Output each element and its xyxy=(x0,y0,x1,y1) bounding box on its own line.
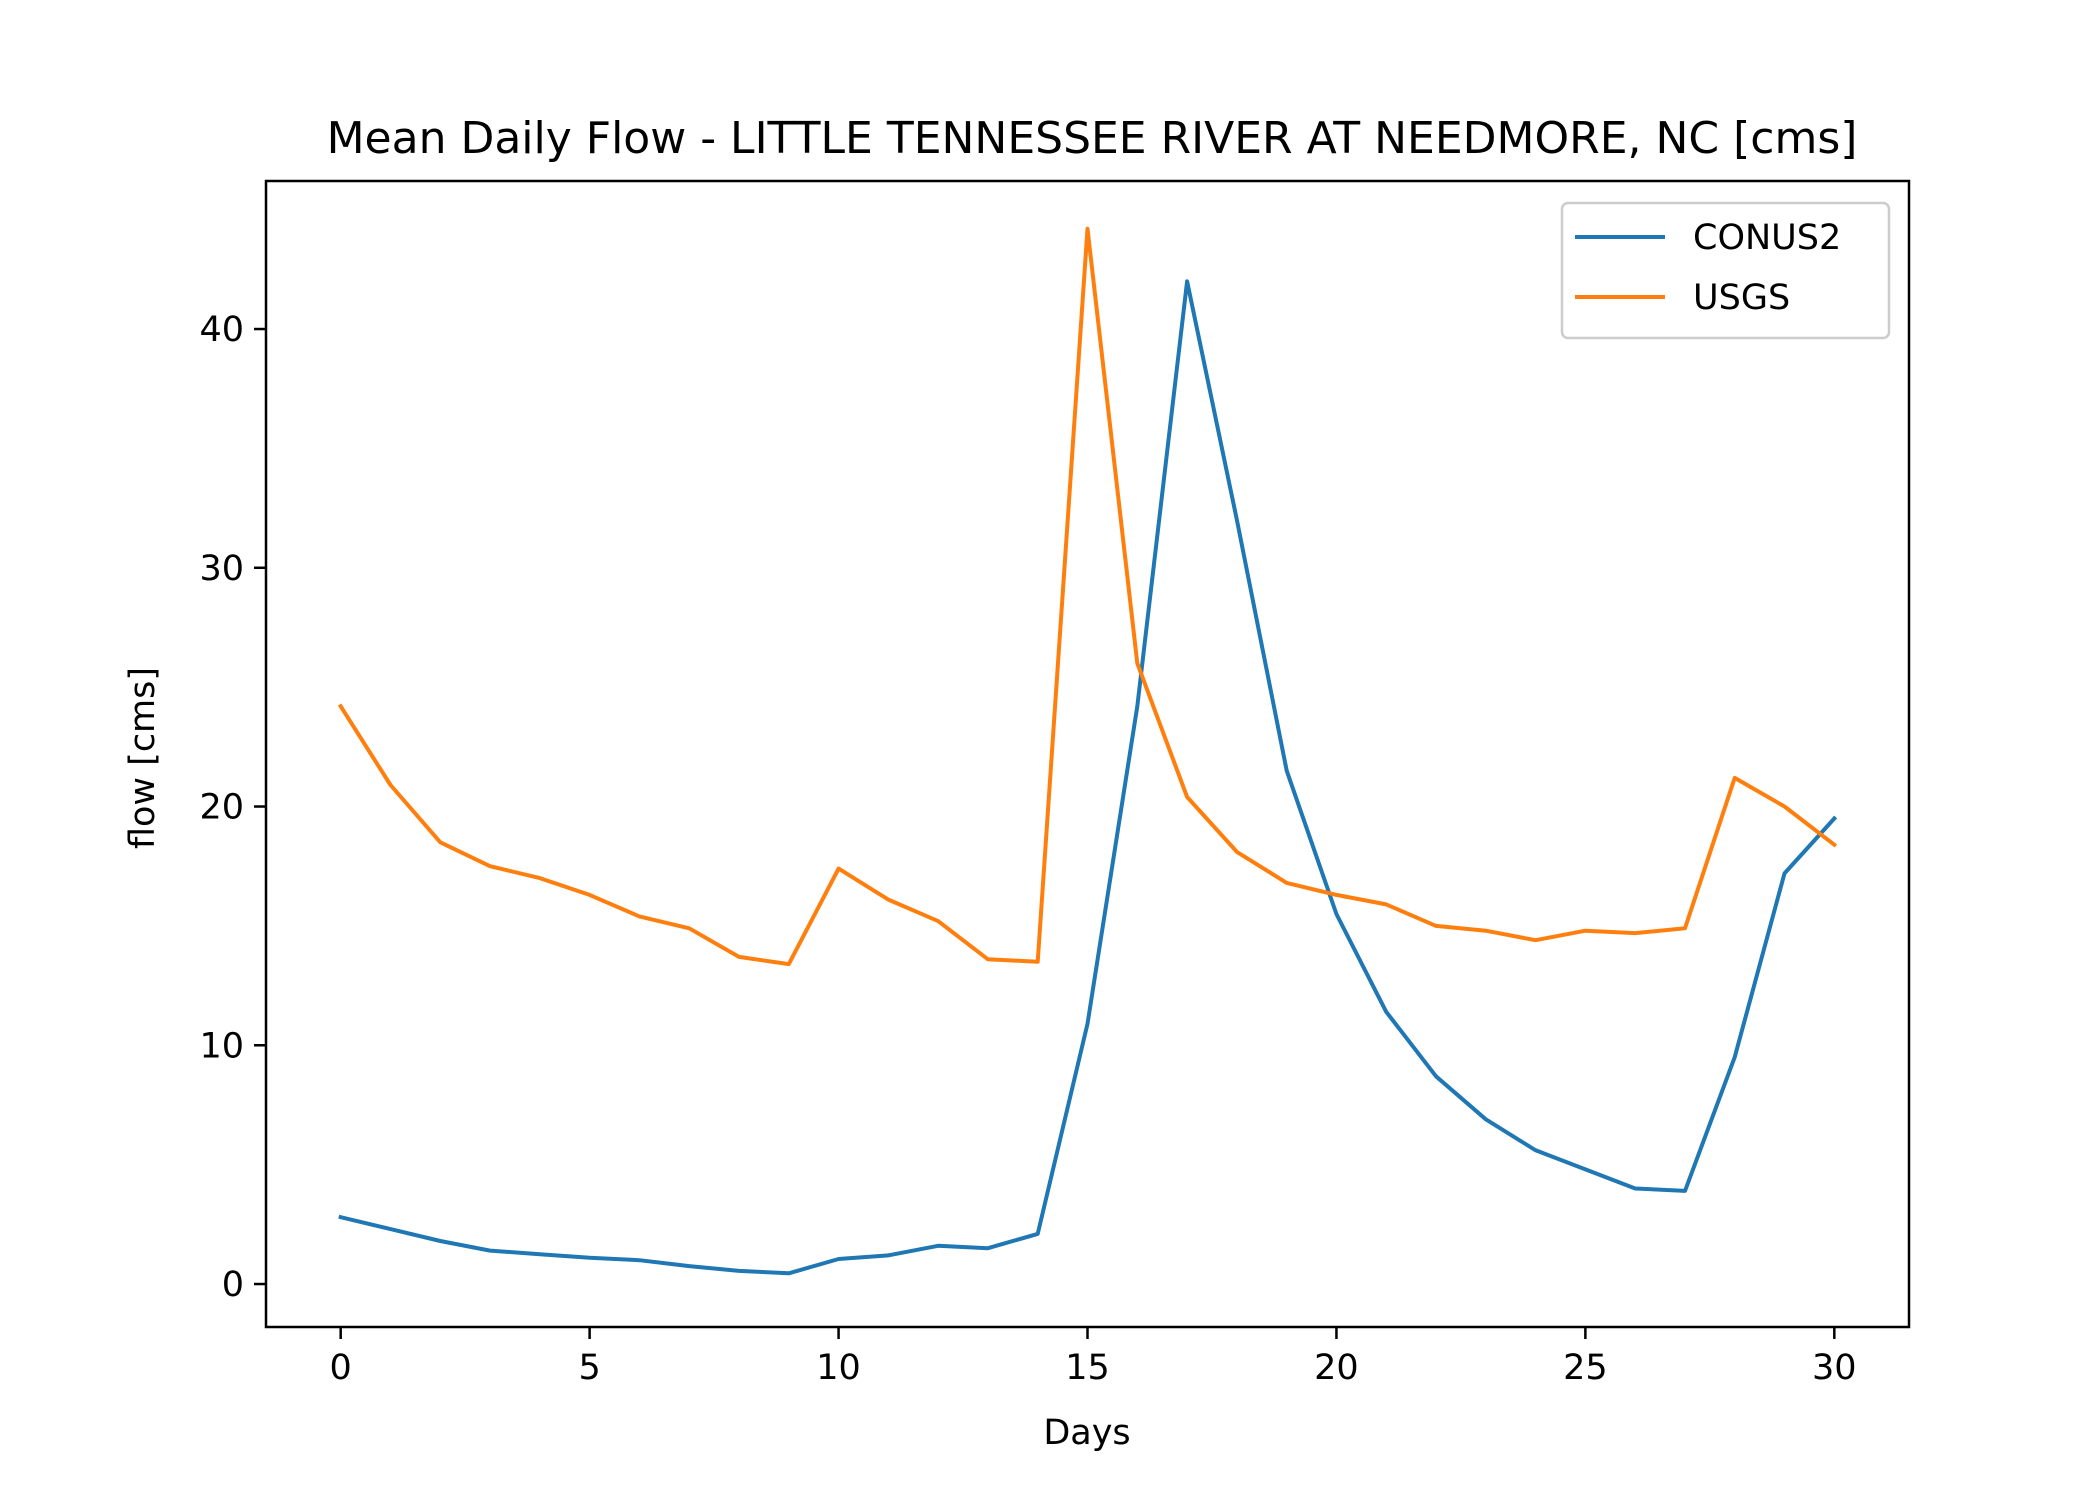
x-tick-label: 0 xyxy=(330,1348,352,1388)
legend-label-conus2: CONUS2 xyxy=(1693,218,1841,258)
y-tick-label: 30 xyxy=(199,549,244,589)
y-tick-label: 20 xyxy=(199,788,244,828)
x-tick-label: 10 xyxy=(816,1348,861,1388)
x-tick-label: 25 xyxy=(1563,1348,1608,1388)
plot-area xyxy=(337,226,1838,1276)
y-tick-label: 0 xyxy=(222,1265,244,1305)
y-tick-label: 10 xyxy=(199,1026,244,1066)
series-line-conus2 xyxy=(338,279,1838,1276)
legend: CONUS2 USGS xyxy=(1560,201,1891,340)
x-tick-label: 5 xyxy=(578,1348,600,1388)
axes: 0 5 10 15 20 25 30 0 10 20 30 40 xyxy=(199,179,1911,1388)
y-tick-label: 40 xyxy=(199,310,244,350)
legend-label-usgs: USGS xyxy=(1693,278,1790,318)
x-tick-label: 30 xyxy=(1812,1348,1857,1388)
chart-title: Mean Daily Flow - LITTLE TENNESSEE RIVER… xyxy=(327,113,1858,164)
plot-frame xyxy=(264,179,1911,1329)
y-axis-label: flow [cms] xyxy=(123,667,163,849)
x-tick-label: 20 xyxy=(1314,1348,1359,1388)
x-tick-label: 15 xyxy=(1065,1348,1110,1388)
x-axis-label: Days xyxy=(1043,1413,1130,1453)
series-line-usgs xyxy=(337,226,1838,967)
